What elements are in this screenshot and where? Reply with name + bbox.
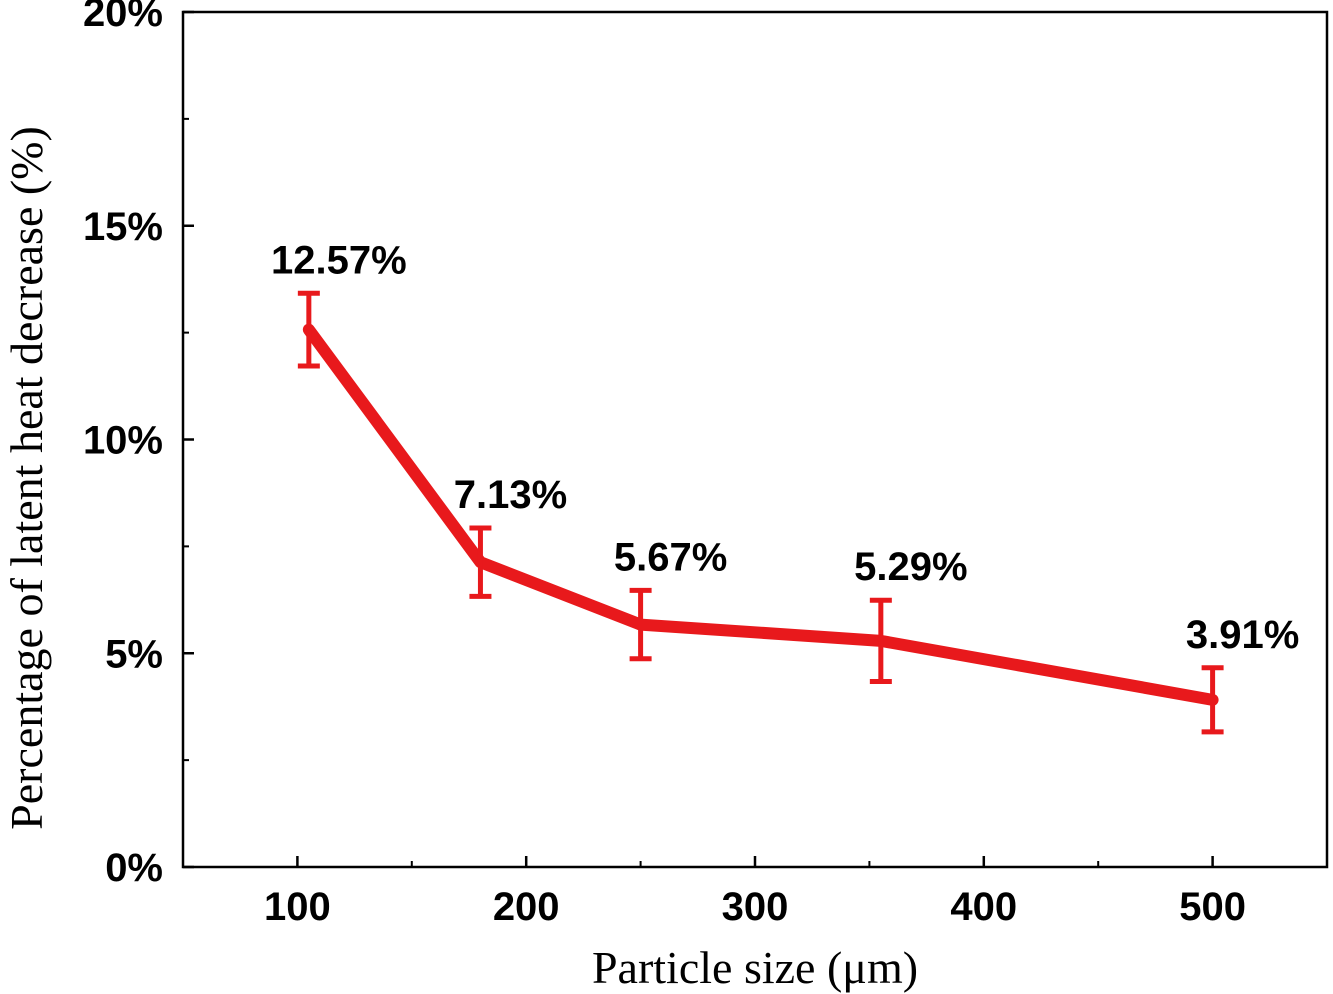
y-tick-label: 20%: [83, 0, 163, 35]
plot-frame: [181, 10, 1329, 869]
data-label: 3.91%: [1186, 613, 1299, 657]
data-labels: 12.57% 7.13% 5.67% 5.29% 3.91%: [271, 238, 1299, 656]
y-tick-label: 5%: [105, 632, 163, 676]
data-label: 12.57%: [271, 238, 407, 282]
series-line: [302, 323, 1219, 706]
y-axis-title: Percentage of latent heat decrease (%): [1, 126, 52, 830]
data-label: 5.29%: [854, 545, 967, 589]
x-tick-label: 500: [1179, 885, 1246, 929]
x-tick-label: 400: [950, 885, 1017, 929]
data-label: 7.13%: [454, 473, 567, 517]
data-label: 5.67%: [614, 535, 727, 579]
x-tick-label: 200: [493, 885, 560, 929]
y-tick-label: 15%: [83, 205, 163, 249]
x-axis-title: Particle size (μm): [592, 942, 918, 993]
axis-ticks: 100 200 300 400 500 0% 5% 10% 15% 20%: [83, 0, 1246, 929]
x-tick-label: 100: [264, 885, 331, 929]
y-tick-label: 10%: [83, 419, 163, 463]
y-tick-label: 0%: [105, 846, 163, 890]
x-tick-label: 300: [722, 885, 789, 929]
data-series: [297, 290, 1224, 735]
